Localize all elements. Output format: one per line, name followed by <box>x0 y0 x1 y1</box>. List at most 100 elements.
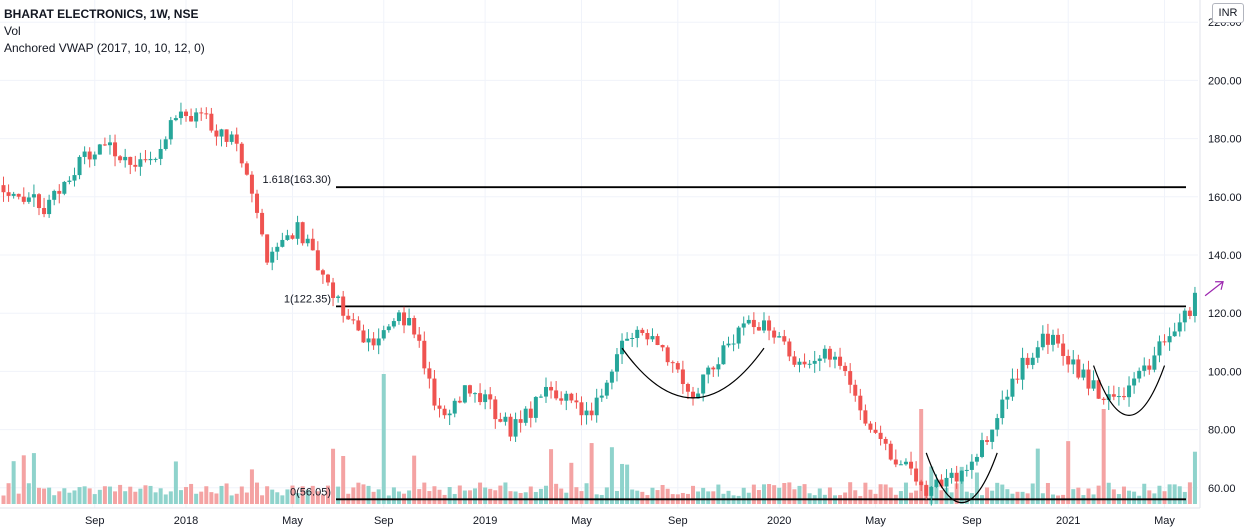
volume-bar <box>909 492 914 504</box>
volume-bar <box>711 491 716 504</box>
candle-body <box>822 348 827 359</box>
volume-bar <box>478 482 483 504</box>
candle-body <box>675 363 680 370</box>
candle-body <box>260 212 265 235</box>
currency-badge[interactable]: INR <box>1212 3 1244 23</box>
y-tick-label: 100.00 <box>1208 366 1242 378</box>
volume-bar <box>270 489 275 504</box>
candle-body <box>113 142 118 157</box>
candle-body <box>1030 357 1035 365</box>
price-axis[interactable]: 40.0060.0080.00100.00120.00140.00160.001… <box>1199 0 1242 532</box>
volume-bar <box>219 485 224 504</box>
candle-body <box>62 181 67 194</box>
candle-body <box>1167 336 1172 343</box>
x-tick-label: Sep <box>85 515 105 527</box>
candle-body <box>767 320 772 331</box>
candle-body <box>102 144 107 146</box>
candle-body <box>533 396 538 418</box>
candle-body <box>655 336 660 346</box>
volume-bar <box>214 493 219 504</box>
volume-bar <box>189 483 194 504</box>
candle-body <box>1121 396 1126 398</box>
volume-bar <box>939 490 944 504</box>
volume-bar <box>1177 486 1182 504</box>
x-tick-label: 2018 <box>174 515 198 527</box>
volume-bar <box>118 484 123 504</box>
candle-body <box>1040 333 1045 348</box>
candle-body <box>893 459 898 465</box>
fib-level-label: 1.618(163.30) <box>263 174 332 186</box>
volume-bar <box>1127 490 1132 504</box>
candle-body <box>442 408 447 416</box>
volume-bar <box>209 492 214 504</box>
volume-bar <box>564 492 569 504</box>
volume-bar <box>6 483 11 504</box>
candle-body <box>447 413 452 416</box>
candle-body <box>1096 380 1101 399</box>
candle-body <box>26 197 31 202</box>
candle-body <box>741 323 746 328</box>
volume-bar <box>569 462 574 504</box>
symbol-title[interactable]: BHARAT ELECTRONICS, 1W, NSE <box>4 7 199 21</box>
volume-bar <box>640 491 645 504</box>
candle-body <box>569 393 574 401</box>
candle-body <box>412 317 417 335</box>
candle-body <box>138 159 143 167</box>
candle-body <box>751 319 756 328</box>
volume-bar <box>1005 489 1010 504</box>
candle-body <box>1182 310 1187 323</box>
candle-body <box>812 360 817 364</box>
time-axis[interactable]: Sep 2018 May Sep 2019 May Sep 2020 May Sep 2021 May <box>0 507 1200 527</box>
candle-body <box>184 111 189 117</box>
volume-bar <box>493 490 498 504</box>
volume-bar <box>974 472 979 504</box>
candle-body <box>528 408 533 418</box>
vwap-label[interactable]: Anchored VWAP (2017, 10, 10, 12, 0) <box>4 41 205 55</box>
candle-body <box>685 383 690 392</box>
candle-body <box>1187 310 1192 316</box>
volume-bar <box>432 486 437 504</box>
volume-label[interactable]: Vol <box>4 24 21 38</box>
candle-body <box>756 327 761 331</box>
volume-bar <box>381 374 386 504</box>
candle-body <box>173 118 178 121</box>
volume-bar <box>260 495 265 504</box>
candle-body <box>574 400 579 403</box>
candle-body <box>691 391 696 399</box>
volume-bar <box>107 486 112 504</box>
trend-arrow <box>1204 281 1224 297</box>
candle-body <box>924 485 929 496</box>
candle-body <box>92 154 97 160</box>
volume-bar <box>138 488 143 504</box>
candle-body <box>493 399 498 420</box>
volume-bar <box>488 488 493 504</box>
y-tick-label: 80.00 <box>1208 425 1236 437</box>
candle-body <box>239 143 244 164</box>
volume-bar <box>417 489 422 504</box>
candle-body <box>1035 347 1040 358</box>
volume-bar <box>473 488 478 504</box>
candle-body <box>285 235 290 240</box>
candle-body <box>995 418 1000 430</box>
volume-bar <box>300 486 305 504</box>
candle-body <box>320 270 325 275</box>
candle-body <box>270 251 275 263</box>
candle-body <box>1132 378 1137 386</box>
volume-bar <box>128 486 133 504</box>
volume-bar <box>1 495 6 504</box>
volume-bar <box>234 493 239 504</box>
volume-bar <box>11 461 16 504</box>
volume-bar <box>325 485 330 504</box>
volume-bar <box>320 494 325 504</box>
volume-bar <box>630 489 635 504</box>
pattern-curves <box>621 347 1166 503</box>
candle-body <box>680 369 685 384</box>
candle-body <box>782 336 787 342</box>
candle-body <box>777 336 782 338</box>
volume-bar <box>701 487 706 504</box>
volume-bar <box>1035 448 1040 504</box>
candle-body <box>11 193 16 196</box>
volume-bar <box>1111 489 1116 504</box>
volume-bar <box>543 485 548 504</box>
